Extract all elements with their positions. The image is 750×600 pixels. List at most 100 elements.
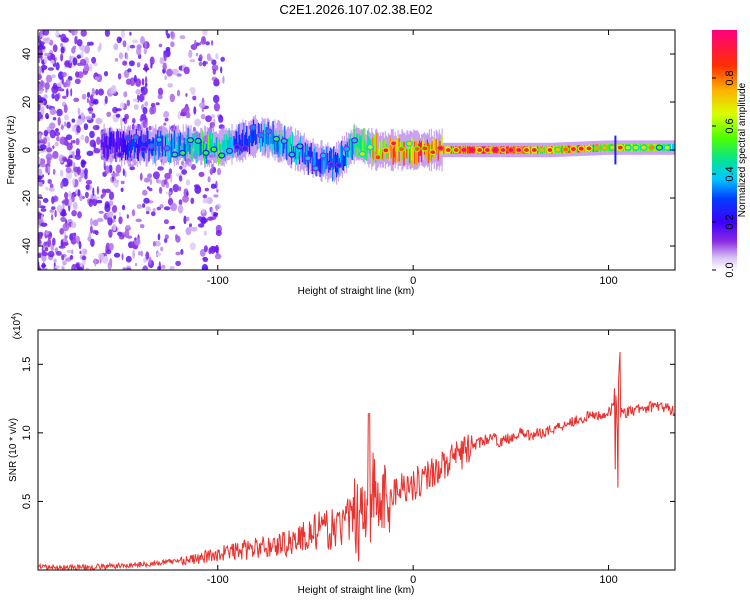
spectrogram-noise-blob <box>214 78 220 86</box>
spectrogram-ridge-cell <box>223 134 225 154</box>
spectrogram-ridge-cell <box>179 132 181 146</box>
spectrogram-noise-blob <box>145 66 148 73</box>
spectrogram-noise-blob <box>118 211 122 216</box>
spectrogram-ridge-cell <box>397 135 399 152</box>
spectrogram-ridge-cell <box>252 126 254 147</box>
spectrogram-noise-blob <box>65 257 72 262</box>
spectrogram-noise-blob <box>150 102 156 108</box>
spectrogram-ridge-cell <box>308 146 310 160</box>
spectrogram-noise-blob <box>43 249 46 253</box>
spectrogram-noise-blob <box>104 203 111 213</box>
spectrogram-ridge-cell <box>219 144 221 158</box>
spectrogram-hot-spot <box>390 140 398 147</box>
spectrogram-noise-blob <box>64 62 71 66</box>
spectrogram-noise-blob <box>64 235 68 239</box>
spectrogram-ridge-cell <box>111 131 113 146</box>
spectrogram-noise-blob <box>175 260 182 267</box>
colorbar: 0.0 0.2 0.4 0.6 0.8 Normalized spectral ampl… <box>712 30 748 278</box>
snr-x-tick-label: -100 <box>207 574 229 586</box>
spectrogram-hot-spot <box>124 135 132 142</box>
spectrogram-ridge-cell <box>199 133 201 157</box>
spectrogram-noise-blob <box>72 124 77 130</box>
spectrogram-hot-spot <box>538 146 546 154</box>
spectrogram-noise-blob <box>44 247 49 252</box>
spectrogram-ridge-cell <box>138 136 140 153</box>
spectrogram-ridge-cell <box>266 127 268 147</box>
spectrogram-noise-blob <box>82 248 88 255</box>
spectrogram-ridge-cell <box>302 145 304 164</box>
spectrogram-noise-blob <box>40 222 48 227</box>
spectrogram-noise-blob <box>81 255 87 261</box>
spectrogram-ridge-cell <box>347 147 349 158</box>
spectrogram-ridge-cell <box>552 146 555 154</box>
spectrogram-ridge-cell <box>402 147 404 158</box>
spectrogram-noise-blob <box>119 37 122 42</box>
spectrogram-noise-blob <box>106 211 114 218</box>
spectrogram-noise-blob <box>164 238 168 243</box>
spectrogram-noise-blob <box>42 267 48 270</box>
spectrogram-noise-blob <box>222 75 225 84</box>
spectrogram-noise-blob <box>38 150 43 154</box>
spectrogram-noise-blob <box>129 44 136 49</box>
spectrogram-ridge-cell <box>671 144 673 152</box>
spectrogram-noise-blob <box>89 130 95 139</box>
spectrogram-noise-blob <box>85 179 93 185</box>
snr-y-tick-label: 1.0 <box>21 425 33 440</box>
spectrogram-noise-blob <box>105 249 112 255</box>
spectrogram-noise-blob <box>159 204 164 209</box>
spectrogram-noise-blob <box>52 237 56 246</box>
colorbar-tick-label: 0.8 <box>724 70 736 85</box>
spectrogram-noise-blob <box>185 111 191 119</box>
spectrogram-hot-spot <box>655 144 664 151</box>
snr-frame <box>37 329 676 571</box>
spectrogram-noise-blob <box>79 250 82 255</box>
spectrogram-noise-blob <box>71 118 76 123</box>
spectrogram-noise-blob <box>131 209 136 217</box>
spectrogram-noise-blob <box>52 150 59 159</box>
spectrogram-ridge-cell <box>245 132 247 149</box>
spectrogram-noise-blob <box>164 75 168 80</box>
spectrogram-ridge-cell <box>289 139 291 156</box>
spectrogram-noise-blob <box>186 216 190 222</box>
spectrogram-y-tick-label: -20 <box>21 190 33 206</box>
spectrogram-noise-blob <box>104 188 111 193</box>
spectrogram-noise-blob <box>45 186 49 191</box>
spectrogram-hot-spot <box>272 135 280 142</box>
spectrogram-noise-blob <box>126 214 129 219</box>
spectrogram-noise-blob <box>133 104 139 110</box>
spectrogram-ridge-cell <box>390 144 392 159</box>
spectrogram-noise-blob <box>190 226 198 232</box>
spectrogram-noise-blob <box>215 53 219 60</box>
spectrogram-hot-spot <box>421 145 429 152</box>
spectrogram-noise-blob <box>126 267 132 270</box>
colorbar-gradient <box>712 30 737 270</box>
spectrogram-hot-spot <box>171 151 179 158</box>
spectrogram-ridge-cell <box>108 136 110 157</box>
spectrogram-noise-blob <box>99 42 102 51</box>
spectrogram-noise-blob <box>55 265 61 269</box>
spectrogram-noise-blob <box>87 107 94 111</box>
spectrogram-noise-blob <box>84 135 90 144</box>
spectrogram-ridge-cell <box>366 143 368 162</box>
spectrogram-noise-blob <box>124 229 130 239</box>
spectrogram-noise-blob <box>140 250 144 257</box>
spectrogram-noise-blob <box>94 230 99 236</box>
spectrogram-noise-blob <box>136 62 141 68</box>
spectrogram-ridge-cell <box>132 136 134 147</box>
spectrogram-hot-spot <box>483 146 491 154</box>
spectrogram-noise-blob <box>164 234 169 240</box>
spectrogram-noise-blob <box>38 65 42 75</box>
spectrogram-noise-blob <box>189 87 195 92</box>
spectrogram-noise-blob <box>60 33 67 43</box>
snr-y-label: SNR (10 * v/v) <box>8 418 19 482</box>
spectrogram-noise-blob <box>178 175 183 182</box>
spectrogram-hot-spot <box>476 146 484 154</box>
snr-y-tick-label: 1.5 <box>21 357 33 372</box>
colorbar-tick-label: 0.6 <box>724 118 736 133</box>
spectrogram-ridge-cell <box>210 132 212 153</box>
spectrogram-noise-blob <box>51 214 54 221</box>
spectrogram-noise-blob <box>108 200 114 207</box>
spectrogram-noise-blob <box>216 188 219 193</box>
spectrogram-noise-blob <box>142 265 149 270</box>
spectrogram-ridge-cell <box>360 135 362 158</box>
